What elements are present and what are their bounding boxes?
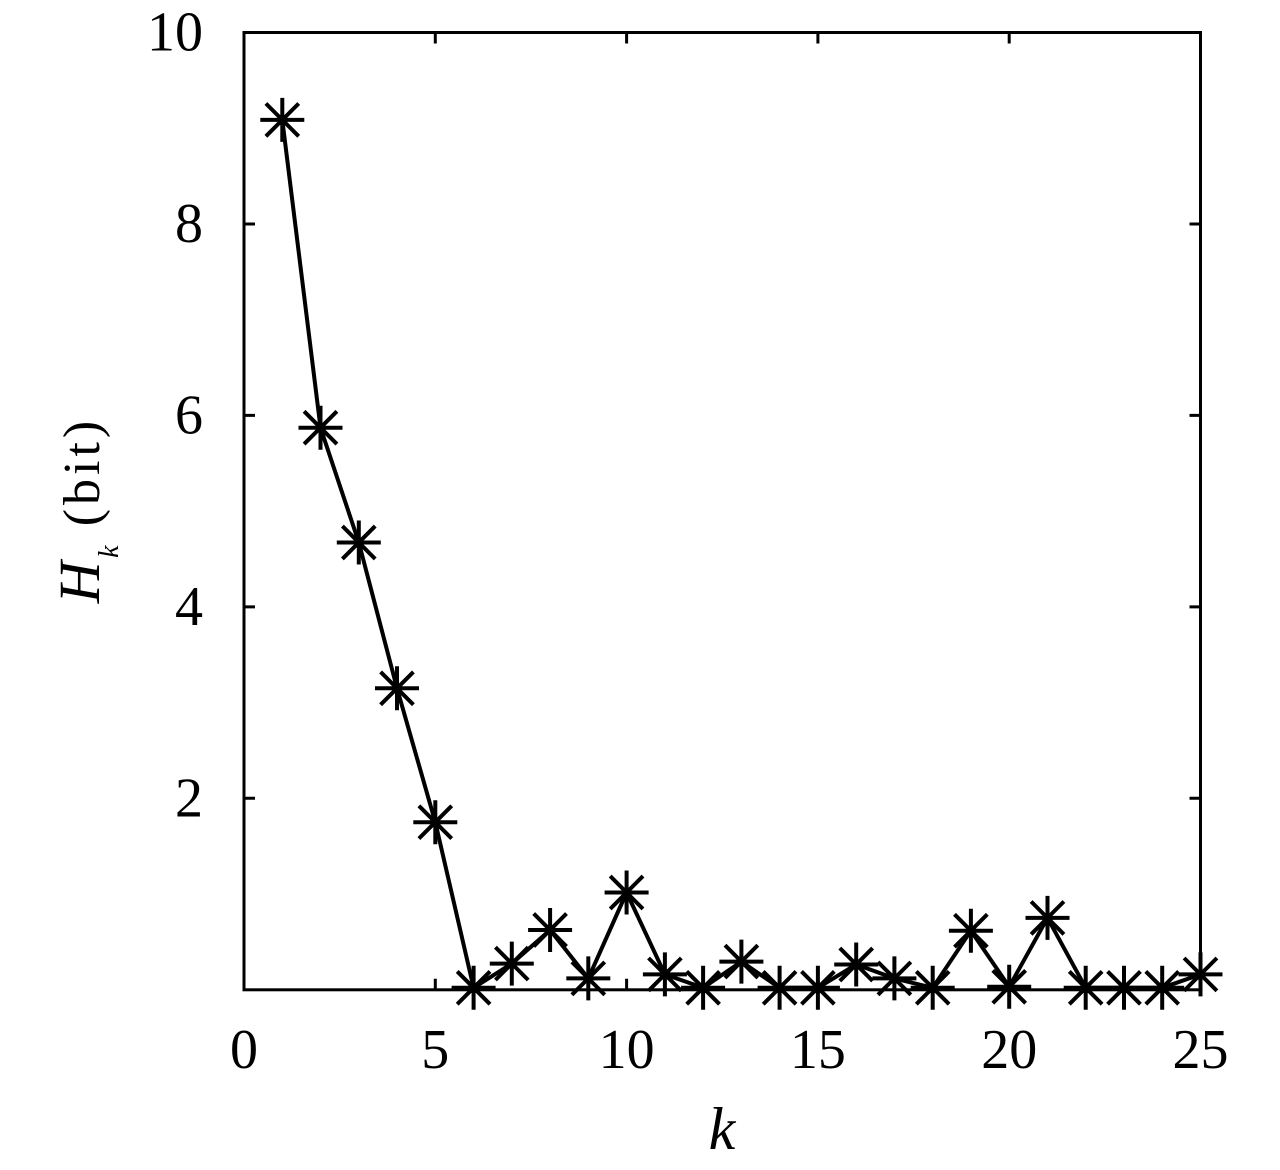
svg-text:20: 20 — [981, 1019, 1037, 1081]
svg-text:5: 5 — [421, 1019, 449, 1081]
svg-text:6: 6 — [175, 384, 203, 446]
svg-text:15: 15 — [790, 1019, 846, 1081]
svg-text:8: 8 — [175, 193, 203, 255]
svg-text:10: 10 — [599, 1019, 655, 1081]
svg-text:2: 2 — [175, 767, 203, 829]
svg-text:10: 10 — [147, 2, 203, 64]
svg-text:H: H — [47, 558, 112, 604]
svg-text:4: 4 — [175, 576, 203, 638]
svg-text:0: 0 — [230, 1019, 258, 1081]
svg-text:25: 25 — [1173, 1019, 1229, 1081]
svg-text:(bit): (bit) — [54, 417, 111, 527]
svg-text:k: k — [709, 1096, 737, 1162]
svg-text:k: k — [94, 545, 125, 558]
